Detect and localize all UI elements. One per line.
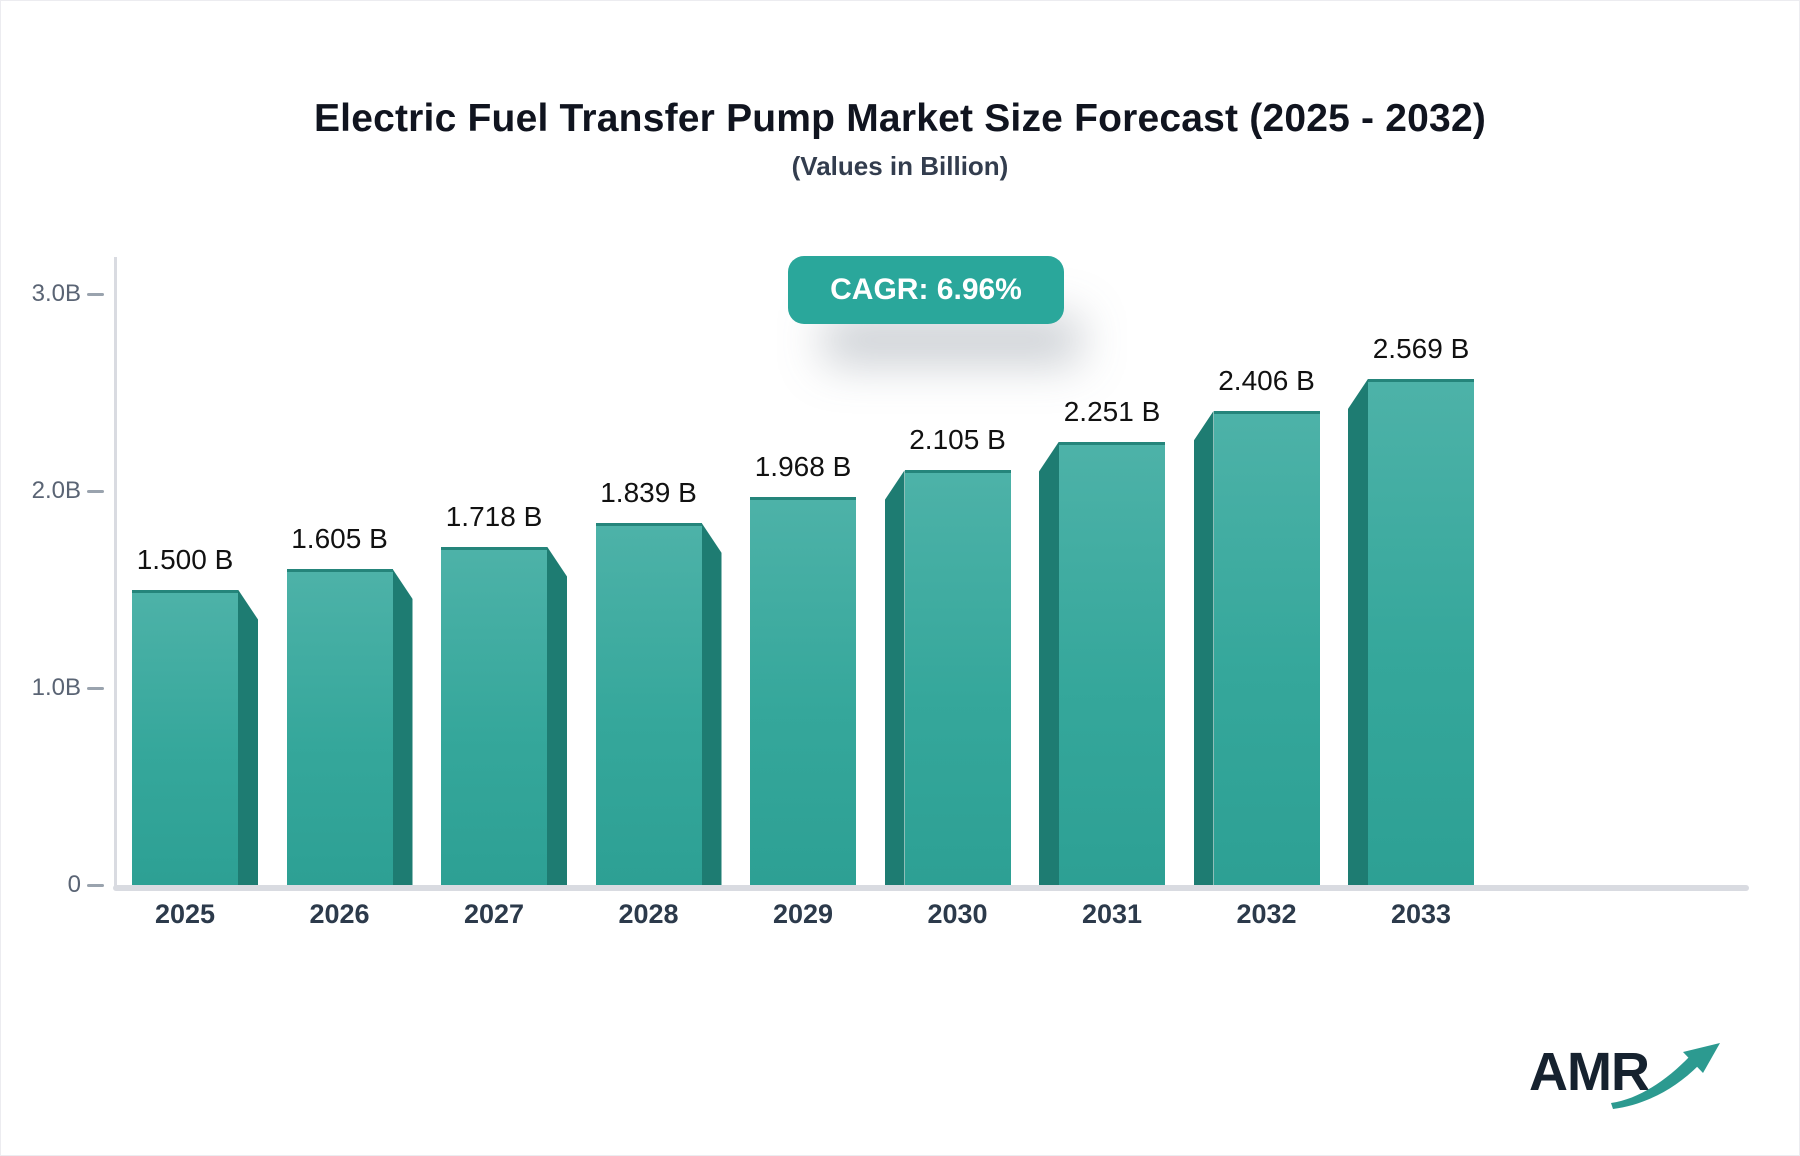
chart-subtitle: (Values in Billion): [791, 151, 1009, 181]
bar-value-label: 1.500 B: [136, 543, 234, 575]
bar-2027: [441, 546, 567, 885]
x-axis-label-2029: 2029: [772, 899, 834, 929]
bar-value-label: 2.251 B: [1063, 395, 1161, 427]
bar-2032: [1193, 411, 1320, 885]
x-axis-baseline: [113, 885, 1749, 891]
bar-3d-side: [701, 522, 722, 885]
x-axis-label-2025: 2025: [154, 899, 216, 929]
amr-logo-text: AMR: [1529, 1042, 1650, 1102]
bar-face: [904, 470, 1011, 885]
bar-value-label: 1.605 B: [291, 522, 388, 554]
x-axis-label-2033: 2033: [1390, 899, 1452, 929]
bar-value-label: 1.718 B: [445, 500, 543, 532]
bar-2026: [286, 568, 413, 885]
y-axis-tick-label: 0: [67, 871, 81, 898]
bar-face: [132, 589, 238, 885]
bar-2025: [132, 589, 258, 885]
chart-title: Electric Fuel Transfer Pump Market Size …: [313, 97, 1487, 140]
amr-logo: AMR: [1529, 1033, 1729, 1123]
x-axis-label-2027: 2027: [463, 899, 525, 929]
x-axis-label-2030: 2030: [927, 899, 988, 929]
bar-value-label: 2.105 B: [909, 424, 1006, 456]
bar-2031: [1039, 441, 1165, 885]
bar-face: [750, 497, 856, 885]
bar-face: [1213, 411, 1320, 885]
bar-3d-side: [1348, 378, 1368, 885]
bar-face: [595, 522, 702, 885]
bar-face: [286, 568, 393, 885]
bar-value-label: 1.839 B: [600, 476, 697, 508]
y-axis-tick-mark: [87, 489, 104, 493]
y-axis-tick-label: 1.0B: [31, 674, 81, 701]
bar-3d-side: [392, 568, 413, 885]
y-axis-line: [114, 257, 117, 887]
bar-value-label: 2.569 B: [1372, 332, 1470, 364]
bar-value-label: 2.406 B: [1218, 365, 1315, 397]
bar-3d-side: [1039, 441, 1059, 885]
growth-arrow-icon: [1611, 1043, 1720, 1109]
y-axis-tick-label: 2.0B: [31, 477, 81, 504]
x-axis-label-2026: 2026: [309, 899, 370, 929]
bar-2029: [750, 497, 856, 885]
x-axis-label-2028: 2028: [618, 899, 679, 929]
bar-3d-side: [238, 589, 258, 885]
y-axis-tick-label: 3.0B: [31, 280, 81, 307]
bar-2028: [595, 522, 722, 885]
bar-2030: [884, 470, 1011, 885]
bar-3d-side: [547, 546, 567, 885]
bar-face: [441, 546, 547, 885]
bar-face: [1059, 441, 1165, 885]
bar-face: [1368, 378, 1474, 885]
bar-3d-side: [1193, 411, 1214, 885]
y-axis-tick-mark: [87, 292, 104, 296]
x-axis-label-2031: 2031: [1081, 899, 1143, 929]
bar-3d-side: [884, 470, 905, 885]
y-axis-tick-mark: [87, 686, 104, 690]
bar-2033: [1348, 378, 1474, 885]
bar-value-label: 1.968 B: [754, 451, 852, 483]
cagr-badge: CAGR: 6.96%: [788, 256, 1064, 324]
x-axis-label-2032: 2032: [1236, 899, 1297, 929]
y-axis-tick-mark: [87, 883, 104, 887]
